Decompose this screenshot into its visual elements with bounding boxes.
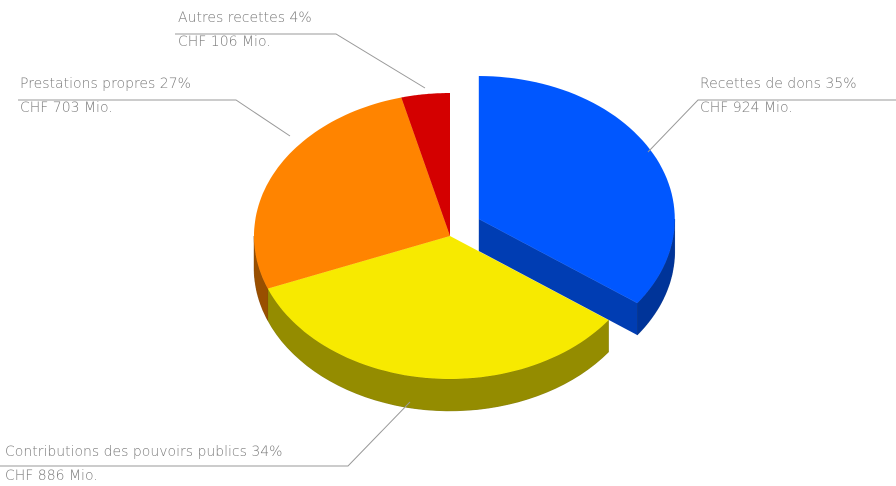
amount-label: CHF 106 Mio. xyxy=(178,34,271,50)
percent-label: 34% xyxy=(251,444,282,460)
amount-label: CHF 924 Mio. xyxy=(700,100,793,116)
category-name: Contributions des pouvoirs publics xyxy=(5,444,247,460)
amount-label: CHF 703 Mio. xyxy=(20,100,113,116)
slice-walls xyxy=(253,219,675,412)
slice-wall xyxy=(637,219,675,336)
slice-label: Prestations propres 27% xyxy=(20,76,191,92)
slice xyxy=(401,93,450,236)
slice-tops xyxy=(254,76,675,379)
category-name: Prestations propres xyxy=(20,76,155,92)
leader-line xyxy=(647,99,896,153)
slice xyxy=(254,97,450,289)
category-name: Autres recettes xyxy=(178,10,285,26)
slice-side xyxy=(478,219,638,336)
category-name: Recettes de dons xyxy=(700,76,821,92)
slice-label: Contributions des pouvoirs publics 34% xyxy=(5,444,282,460)
percent-label: 27% xyxy=(160,76,191,92)
leader-line xyxy=(18,99,291,137)
percent-label: 35% xyxy=(825,76,856,92)
slice-label: Recettes de dons 35% xyxy=(700,76,857,92)
slice-label: Autres recettes 4% xyxy=(178,10,312,26)
leader-line xyxy=(175,33,426,89)
slice xyxy=(267,236,609,379)
percent-label: 4% xyxy=(289,10,311,26)
leader-line xyxy=(0,401,411,467)
slice xyxy=(478,76,675,304)
amount-label: CHF 886 Mio. xyxy=(5,468,98,484)
